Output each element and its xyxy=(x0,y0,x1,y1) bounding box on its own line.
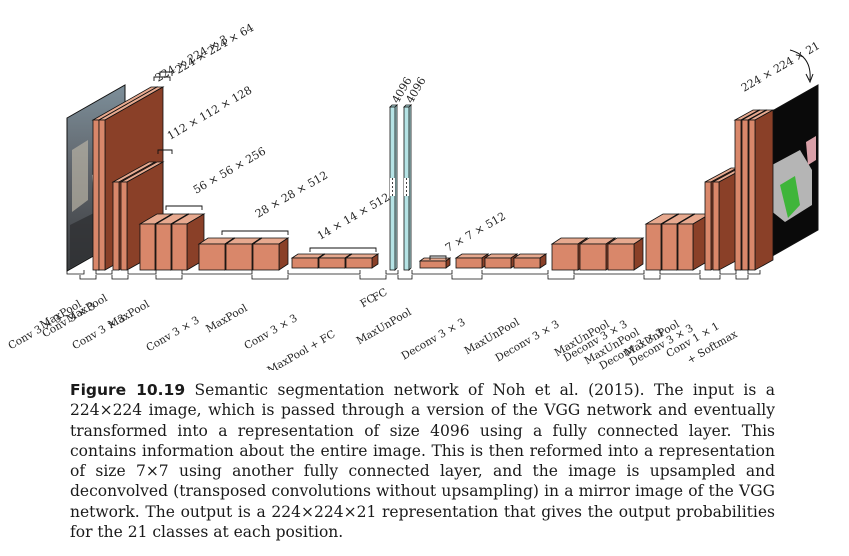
op-bracket-5 xyxy=(155,275,183,280)
caption-label: Figure 10.19 xyxy=(70,381,186,399)
op-bracket-19 xyxy=(699,275,721,280)
brace-conv2 xyxy=(157,149,173,154)
op-bracket-10 xyxy=(385,270,399,275)
output-arrowhead xyxy=(805,73,814,84)
brace-conv5 xyxy=(309,247,377,252)
op-bracket-4 xyxy=(127,270,157,275)
block-conv4-b xyxy=(224,237,263,271)
brace-input xyxy=(153,76,171,81)
layer-blocks xyxy=(91,86,775,271)
output-arrow xyxy=(789,49,811,81)
brace-unpool0 xyxy=(429,255,447,260)
block-deconv1-c xyxy=(747,109,775,271)
block-deconv5-a xyxy=(454,253,490,269)
op-bracket-8 xyxy=(287,270,361,275)
op-bracket-7 xyxy=(251,275,289,280)
brace-conv4 xyxy=(221,230,289,235)
op-bracket-1 xyxy=(79,275,97,280)
dim-conv1: 224 × 224 × 64 xyxy=(173,21,256,76)
op-label-6: Conv 3 × 3 xyxy=(144,314,201,354)
op-label-13: Deconv 3 × 3 xyxy=(399,316,467,362)
op-label-5: MaxPool xyxy=(106,298,152,331)
block-deconv5-b xyxy=(483,253,519,269)
op-bracket-15 xyxy=(547,275,575,280)
op-bracket-11 xyxy=(397,275,413,280)
block-conv5-c xyxy=(344,253,380,269)
dim-output: 224 × 224 × 21 xyxy=(739,39,822,94)
dim-conv2: 112 × 112 × 128 xyxy=(165,84,254,143)
op-label-7: MaxPool xyxy=(204,302,250,335)
brace-conv3 xyxy=(165,205,203,210)
block-unpool0 xyxy=(418,257,452,269)
op-bracket-2 xyxy=(95,270,113,275)
op-bracket-17 xyxy=(643,275,661,280)
output-segmentation xyxy=(759,84,819,264)
figure-caption: Figure 10.19 Semantic segmentation netwo… xyxy=(70,380,775,542)
op-bracket-18 xyxy=(659,270,701,275)
block-conv4-c xyxy=(251,237,290,271)
dim-conv4: 28 × 28 × 512 xyxy=(253,169,330,221)
op-bracket-12 xyxy=(411,270,453,275)
op-bracket-21 xyxy=(735,275,749,280)
op-bracket-20 xyxy=(719,270,737,275)
op-bracket-0 xyxy=(66,270,85,275)
dim-conv3: 56 × 56 × 256 xyxy=(191,145,268,197)
op-label-8: Conv 3 × 3 xyxy=(242,312,299,352)
op-label-12: MaxUnPool xyxy=(355,306,415,347)
op-bracket-3 xyxy=(111,275,129,280)
block-deconv5-c xyxy=(512,253,548,269)
dim-conv5: 14 × 14 × 512 xyxy=(315,191,392,243)
brace-conv1 xyxy=(159,71,173,76)
op-bracket-16 xyxy=(573,270,645,275)
dim-unpool0: 7 × 7 × 512 xyxy=(443,210,508,255)
op-bracket-13 xyxy=(451,275,483,280)
op-bracket-14 xyxy=(481,270,549,275)
op-bracket-6 xyxy=(181,270,253,275)
caption-text: Semantic segmentation network of Noh et … xyxy=(70,381,775,542)
op-bracket-22 xyxy=(747,270,761,275)
block-deconv4-c xyxy=(606,237,645,271)
dimension-braces xyxy=(153,71,447,260)
op-bracket-9 xyxy=(359,275,387,280)
